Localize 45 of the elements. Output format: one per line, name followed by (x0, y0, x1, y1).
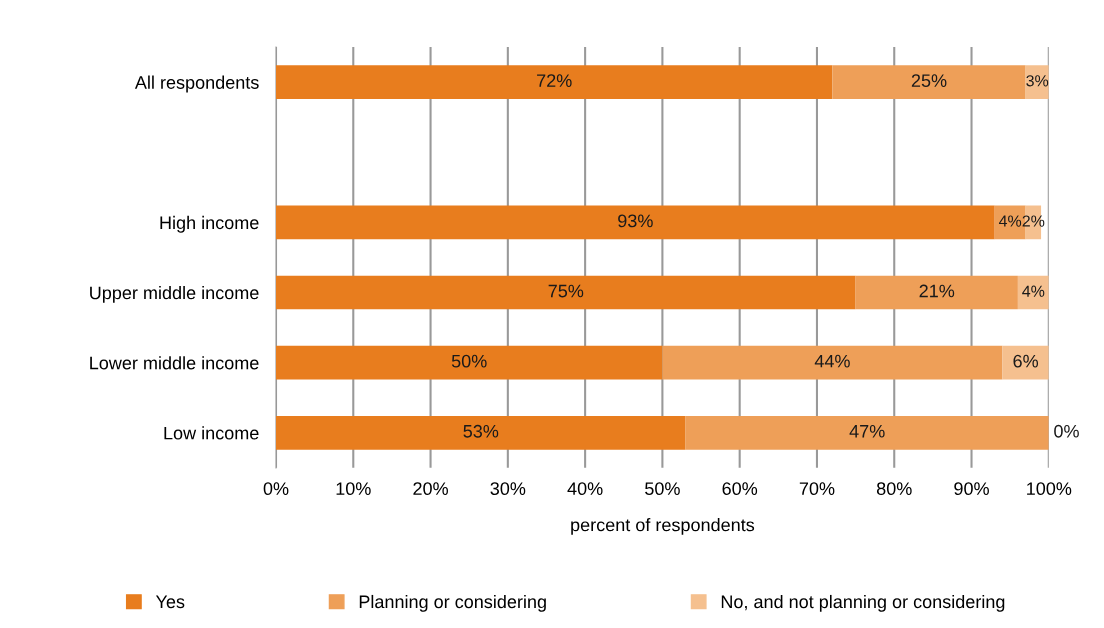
x-tick-label: 50% (645, 482, 680, 496)
x-tick-label: 30% (490, 482, 526, 496)
bar (685, 415, 1049, 450)
data-label: 47% (849, 424, 885, 438)
bar (662, 345, 1003, 380)
x-tick-label: 0% (263, 482, 289, 496)
bar (1002, 345, 1049, 380)
x-tick-label: 80% (876, 482, 912, 496)
bar (276, 65, 833, 99)
y-tick-label: High income (160, 215, 259, 233)
bar (855, 275, 1018, 310)
legend-label: Planning or considering (359, 594, 546, 612)
data-label: 93% (618, 214, 653, 228)
x-tick-label: 100% (1027, 482, 1072, 496)
bar (276, 205, 995, 240)
x-tick-label: 60% (722, 482, 758, 496)
x-tick-label: 20% (413, 482, 448, 496)
data-label: 6% (1013, 354, 1039, 368)
bar (832, 65, 1026, 99)
data-label: 2% (1022, 215, 1045, 227)
data-label: 4% (1022, 285, 1045, 297)
bar (276, 415, 686, 450)
x-tick-label: 40% (567, 482, 603, 496)
data-label: 21% (919, 284, 955, 298)
data-label: 53% (463, 424, 499, 438)
data-label: 25% (911, 74, 947, 88)
data-label: 0% (1054, 424, 1079, 438)
y-tick-label: Lower middle income (90, 356, 259, 370)
bar (276, 345, 663, 380)
y-tick-label: All respondents (134, 75, 259, 93)
y-tick-label: Upper middle income (90, 286, 259, 303)
data-label: 50% (451, 354, 487, 368)
data-label: 4% (998, 215, 1022, 227)
legend-label: No, and not planning or considering (721, 594, 1005, 612)
data-label: 75% (548, 284, 584, 298)
x-tick-label: 10% (336, 482, 371, 496)
x-tick-label: 90% (954, 482, 989, 496)
x-axis-title: percent of respondents (571, 518, 755, 535)
legend-label: Yes (155, 595, 185, 609)
bar (276, 275, 856, 310)
data-label: 44% (814, 354, 850, 368)
data-label: 3% (1026, 75, 1049, 87)
x-tick-label: 70% (799, 482, 835, 496)
y-tick-label: Low income (164, 426, 259, 440)
data-label: 72% (537, 74, 572, 87)
